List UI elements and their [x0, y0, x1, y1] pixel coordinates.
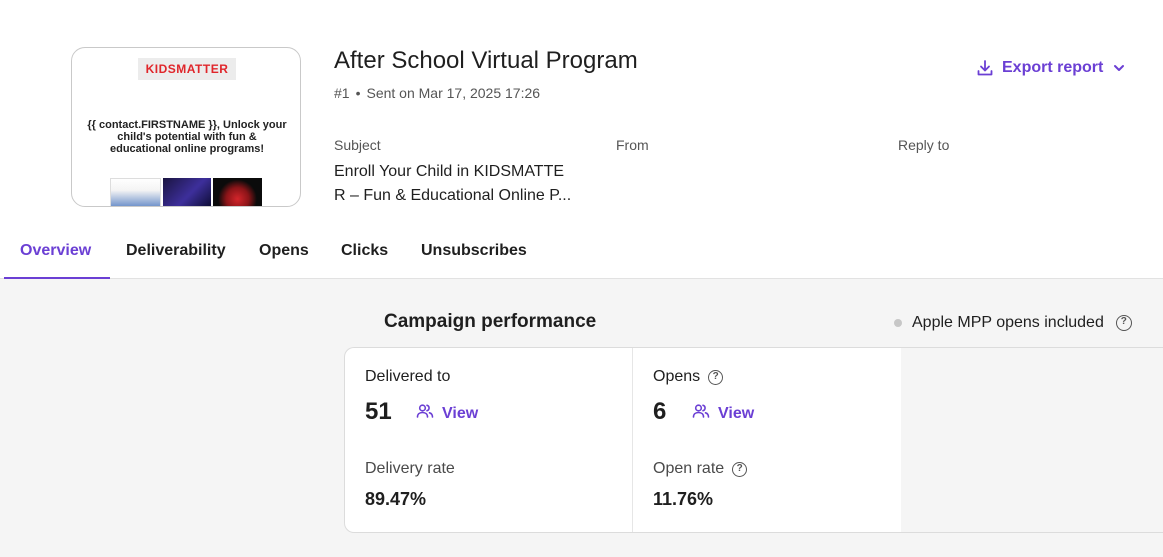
- delivered-to-label: Delivered to: [365, 368, 451, 385]
- performance-card: Delivered to 51 View Delivery rate 89.47…: [344, 347, 1163, 533]
- status-dot: [894, 319, 902, 327]
- email-preview-thumbnail[interactable]: KIDSMATTER {{ contact.FIRSTNAME }}, Unlo…: [71, 47, 301, 207]
- tab-clicks[interactable]: Clicks: [341, 242, 389, 259]
- delivery-rate-label: Delivery rate: [365, 460, 455, 477]
- subject-value: Enroll Your Child in KIDSMATTE R – Fun &…: [334, 160, 584, 208]
- tab-unsubscribes[interactable]: Unsubscribes: [421, 242, 527, 259]
- help-icon[interactable]: ?: [732, 461, 748, 477]
- thumbnail-image: [110, 178, 161, 206]
- separator-dot: •: [355, 85, 361, 101]
- opens-label-group: Opens ?: [653, 368, 724, 386]
- users-icon: [692, 403, 710, 424]
- campaign-meta: #1 • Sent on Mar 17, 2025 17:26: [334, 85, 540, 101]
- empty-metric-column: [901, 348, 1163, 532]
- thumbnail-image: [213, 178, 263, 206]
- subject-value-line: Enroll Your Child in KIDSMATTE: [334, 163, 565, 180]
- open-rate-label-group: Open rate ?: [653, 460, 748, 478]
- apple-mpp-label: Apple MPP opens included: [912, 314, 1104, 331]
- campaign-performance-title: Campaign performance: [384, 311, 597, 332]
- delivery-rate-value: 89.47%: [365, 489, 427, 509]
- open-rate-label: Open rate: [653, 460, 725, 477]
- view-label: View: [718, 404, 755, 422]
- from-label: From: [616, 137, 649, 153]
- subject-value-line: R – Fun & Educational Online P...: [334, 187, 572, 204]
- delivered-view-link[interactable]: View: [416, 403, 478, 424]
- apple-mpp-indicator: Apple MPP opens included ?: [894, 314, 1132, 332]
- delivered-count: 51: [365, 398, 392, 425]
- subject-label: Subject: [334, 137, 381, 153]
- chevron-down-icon: [1111, 60, 1127, 76]
- thumbnail-headline: {{ contact.FIRSTNAME }}, Unlock your chi…: [87, 119, 287, 155]
- tab-deliverability[interactable]: Deliverability: [126, 242, 226, 259]
- campaign-header: KIDSMATTER {{ contact.FIRSTNAME }}, Unlo…: [0, 0, 1163, 230]
- export-report-button[interactable]: Export report: [976, 57, 1127, 79]
- thumbnail-logo: KIDSMATTER: [138, 58, 236, 80]
- reply-to-label: Reply to: [898, 137, 950, 153]
- opens-label: Opens: [653, 368, 701, 385]
- download-icon: [976, 59, 994, 77]
- page-title: After School Virtual Program: [334, 47, 638, 74]
- export-report-label: Export report: [1002, 59, 1104, 76]
- column-divider: [632, 348, 633, 532]
- thumbnail-image: [162, 178, 212, 206]
- opens-view-link[interactable]: View: [692, 403, 754, 424]
- report-tabs: Overview Deliverability Opens Clicks Uns…: [0, 230, 1163, 279]
- sent-date: Sent on Mar 17, 2025 17:26: [366, 85, 541, 101]
- users-icon: [416, 403, 434, 424]
- campaign-number: #1: [334, 85, 350, 101]
- help-icon[interactable]: ?: [708, 369, 724, 385]
- view-label: View: [442, 404, 479, 422]
- open-rate-value: 11.76%: [653, 489, 714, 509]
- tab-opens[interactable]: Opens: [259, 242, 309, 259]
- help-icon[interactable]: ?: [1115, 315, 1132, 331]
- thumbnail-image-strip: [110, 178, 263, 206]
- opens-count: 6: [653, 398, 667, 425]
- tab-overview[interactable]: Overview: [4, 230, 110, 279]
